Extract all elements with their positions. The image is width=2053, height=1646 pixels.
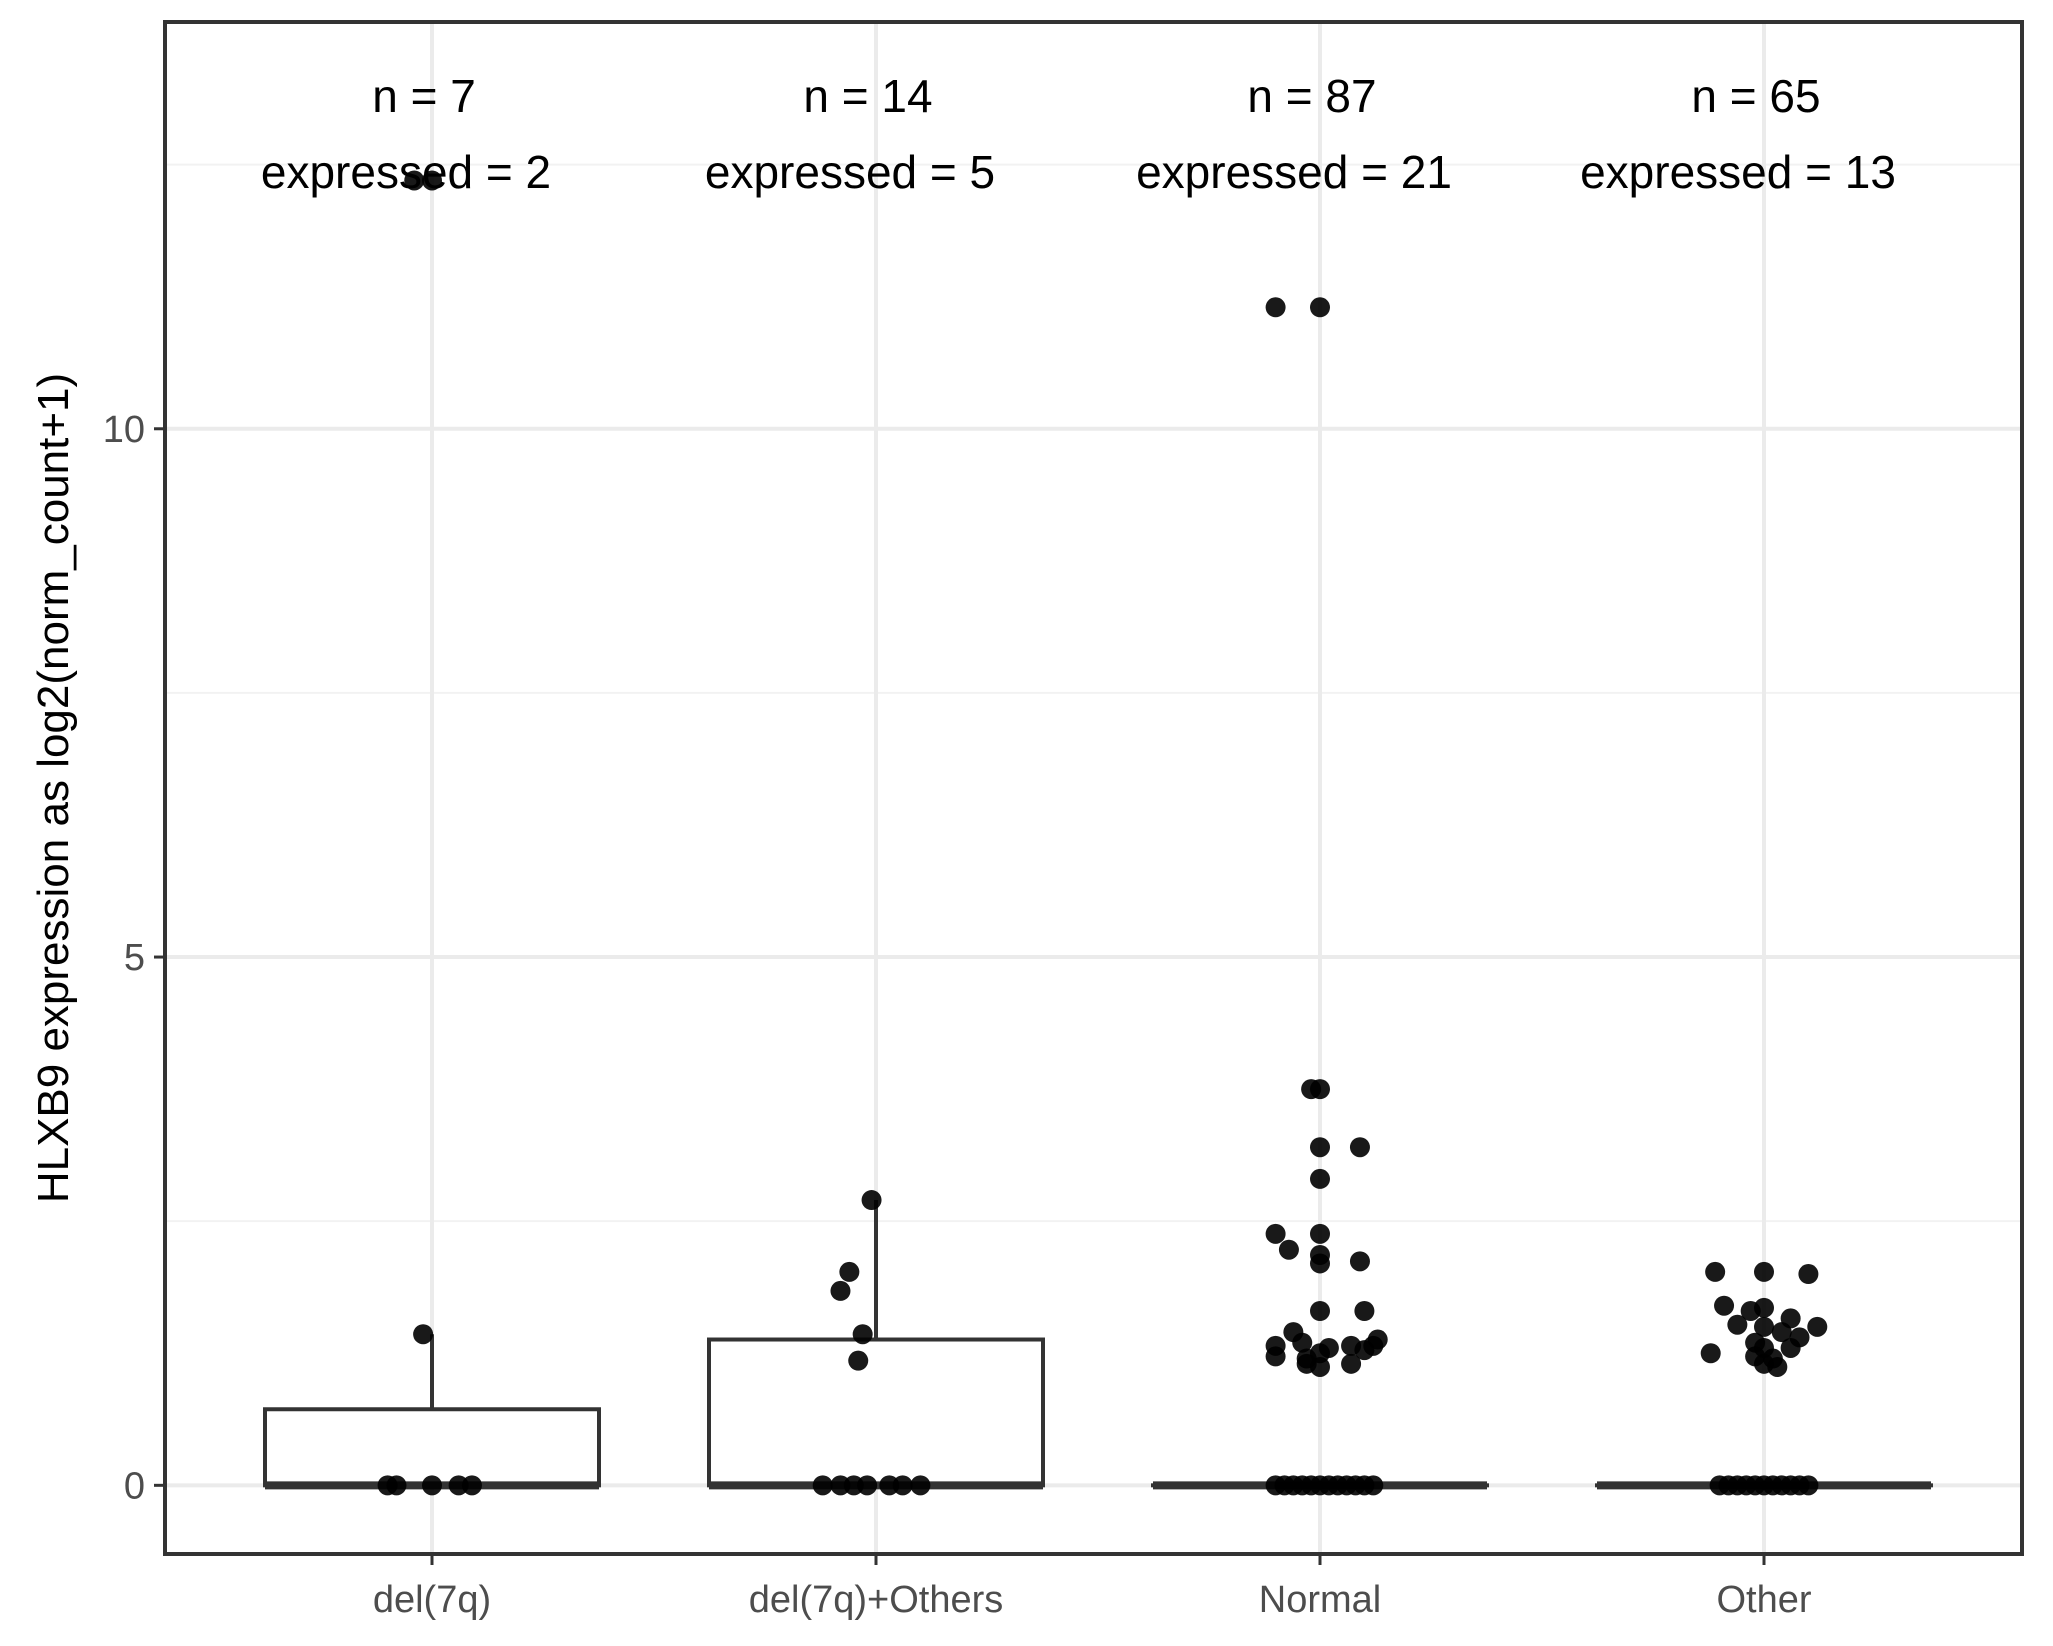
x-tick-label-3: Other (1716, 1579, 1811, 1621)
box-1 (707, 1337, 1045, 1488)
point-2-13 (1310, 1300, 1330, 1321)
point-3-7 (1727, 1314, 1748, 1335)
box-0 (263, 1407, 601, 1488)
axes: 0 5 10 del(7q) del(7q)+Others Normal Other (103, 409, 1812, 1621)
point-1-5 (812, 1475, 833, 1496)
y-tick-label-10: 10 (103, 409, 145, 451)
point-3-30 (1798, 1475, 1819, 1496)
point-3-9 (1771, 1322, 1792, 1343)
point-1-2 (830, 1280, 851, 1301)
point-0-2 (413, 1324, 434, 1345)
point-2-4 (1310, 1137, 1330, 1158)
annotation-expressed-1: expressed = 5 (705, 146, 995, 198)
point-3-1 (1754, 1261, 1774, 1282)
y-tick-label-0: 0 (124, 1465, 145, 1507)
point-2-3 (1310, 1079, 1330, 1100)
annotation-expressed-2: expressed = 21 (1136, 146, 1452, 198)
point-2-25 (1310, 1343, 1330, 1364)
point-1-11 (910, 1475, 931, 1496)
panel-border (163, 20, 2024, 1556)
point-2-23 (1265, 1346, 1286, 1367)
point-2-8 (1310, 1223, 1330, 1244)
x-tick-label-1: del(7q)+Others (749, 1579, 1004, 1621)
point-0-1 (422, 170, 442, 191)
point-0-5 (422, 1475, 442, 1496)
point-1-3 (852, 1324, 873, 1345)
point-2-0 (1265, 297, 1286, 318)
point-2-18 (1292, 1332, 1313, 1353)
point-3-10 (1807, 1316, 1828, 1337)
point-0-4 (386, 1475, 407, 1496)
point-2-40 (1363, 1475, 1384, 1496)
x-tick-label-0: del(7q) (373, 1579, 491, 1621)
point-3-15 (1700, 1343, 1721, 1364)
point-1-1 (839, 1261, 860, 1282)
point-2-14 (1354, 1300, 1375, 1321)
annotation-expressed-0: expressed = 2 (261, 146, 551, 198)
point-2-11 (1310, 1253, 1330, 1274)
x-tick-label-2: Normal (1259, 1579, 1381, 1621)
annotation-n-1: n = 14 (803, 70, 932, 122)
point-2-6 (1310, 1168, 1330, 1189)
annotation-n-2: n = 87 (1247, 70, 1376, 122)
point-3-2 (1798, 1264, 1819, 1285)
point-3-8 (1754, 1316, 1774, 1337)
point-2-27 (1310, 1356, 1330, 1377)
point-2-22 (1363, 1335, 1384, 1356)
point-1-0 (861, 1190, 882, 1211)
point-3-3 (1714, 1295, 1735, 1316)
point-3-19 (1767, 1356, 1788, 1377)
point-3-5 (1754, 1297, 1774, 1318)
point-2-28 (1341, 1353, 1362, 1374)
point-2-9 (1278, 1239, 1299, 1260)
point-2-7 (1265, 1223, 1286, 1244)
point-3-14 (1780, 1337, 1801, 1358)
data-points (377, 170, 1828, 1496)
point-1-8 (857, 1475, 878, 1496)
point-1-4 (848, 1350, 869, 1371)
annotations: n = 7 expressed = 2 n = 14 expressed = 5 n =… (261, 70, 1896, 198)
point-1-10 (892, 1475, 913, 1496)
annotation-n-0: n = 7 (372, 70, 476, 122)
annotation-n-3: n = 65 (1691, 70, 1820, 122)
annotation-expressed-3: expressed = 13 (1580, 146, 1896, 198)
y-axis-title: HLXB9 expression as log2(norm_count+1) (29, 373, 78, 1203)
point-2-1 (1310, 297, 1330, 318)
point-0-0 (404, 170, 425, 191)
point-2-12 (1349, 1251, 1370, 1272)
point-2-5 (1349, 1137, 1370, 1158)
y-tick-label-5: 5 (124, 937, 145, 979)
point-0-7 (461, 1475, 482, 1496)
point-3-0 (1705, 1261, 1726, 1282)
